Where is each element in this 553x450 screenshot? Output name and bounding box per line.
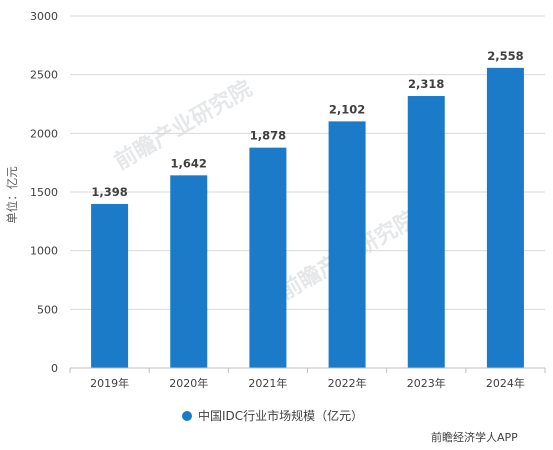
y-tick-label: 0 — [51, 362, 58, 375]
bar — [486, 67, 524, 369]
data-label: 2,558 — [487, 49, 523, 63]
bar — [249, 147, 287, 368]
bar — [407, 96, 445, 368]
gridlines — [70, 15, 545, 310]
x-tick-label: 2024年 — [486, 376, 525, 390]
y-tick-label: 2000 — [30, 127, 58, 140]
data-label: 2,318 — [408, 77, 444, 91]
y-axis-ticks: 0 500 1000 1500 2000 2500 3000 — [30, 10, 58, 375]
y-tick-label: 2500 — [30, 69, 58, 82]
data-label: 1,642 — [171, 156, 207, 170]
x-axis-ticks: 2019年 2020年 2021年 2022年 2023年 2024年 — [69, 368, 546, 390]
legend: 中国IDC行业市场规模（亿元） — [182, 408, 363, 423]
data-label: 1,878 — [250, 129, 286, 143]
data-labels: 1,398 1,642 1,878 2,102 2,318 2,558 — [91, 49, 523, 199]
x-tick-label: 2020年 — [169, 376, 208, 390]
y-tick-label: 500 — [37, 303, 58, 316]
bars — [91, 67, 524, 369]
y-tick-label: 1500 — [30, 186, 58, 199]
data-label: 1,398 — [91, 185, 127, 199]
legend-marker — [182, 411, 192, 421]
bar — [170, 175, 208, 368]
x-tick-label: 2022年 — [328, 376, 367, 390]
y-tick-label: 3000 — [30, 10, 58, 23]
legend-label: 中国IDC行业市场规模（亿元） — [198, 408, 363, 423]
bar — [91, 203, 129, 368]
x-tick-label: 2023年 — [407, 376, 446, 390]
source-credit: 前瞻经济学人APP — [431, 430, 518, 444]
x-tick-label: 2021年 — [248, 376, 287, 390]
bar — [328, 121, 366, 369]
y-tick-label: 1000 — [30, 245, 58, 258]
x-tick-label: 2019年 — [90, 376, 129, 390]
y-axis-title: 单位：亿元 — [5, 166, 19, 224]
data-label: 2,102 — [329, 102, 365, 116]
